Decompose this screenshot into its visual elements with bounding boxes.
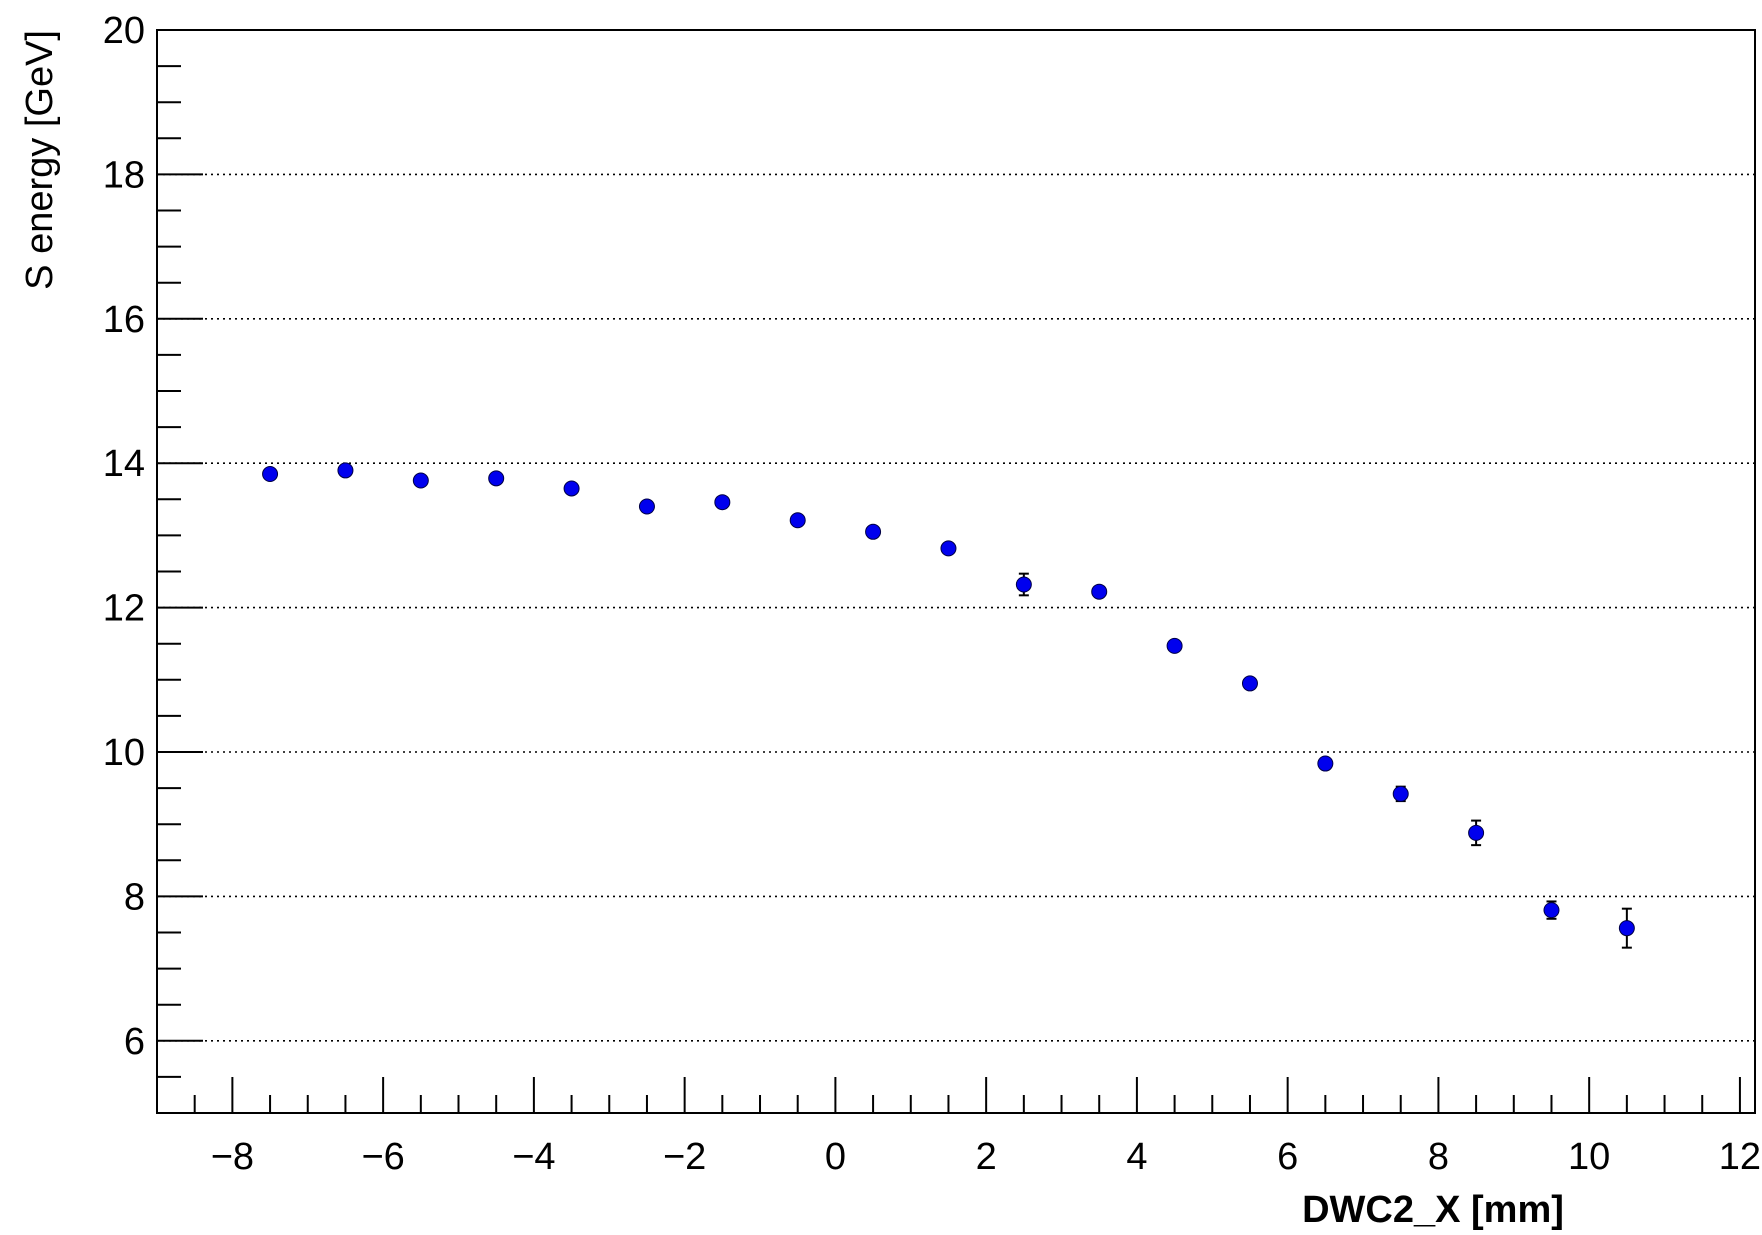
data-point: [940, 540, 957, 557]
y-tick-label: 14: [103, 443, 145, 485]
data-marker: [1543, 902, 1560, 919]
data-marker: [337, 462, 354, 479]
data-point: [865, 523, 882, 540]
data-point: [1317, 755, 1334, 772]
data-marker: [1166, 637, 1183, 654]
data-marker: [714, 494, 731, 511]
x-tick-label: 0: [825, 1136, 846, 1178]
y-axis-ticks: 6 8 10 12 14 16 18 20: [103, 10, 203, 1114]
data-point: [488, 470, 505, 487]
data-marker: [1392, 785, 1409, 802]
data-point: [262, 466, 279, 483]
y-tick-label: 8: [124, 876, 145, 918]
grid-lines: [157, 29, 1755, 1042]
data-marker: [865, 523, 882, 540]
y-tick-label: 6: [124, 1021, 145, 1063]
data-point: [1468, 819, 1485, 847]
data-marker: [1618, 920, 1635, 937]
data-point: [1091, 583, 1108, 600]
data-marker: [1091, 583, 1108, 600]
data-marker: [1015, 576, 1032, 593]
data-point: [1543, 900, 1560, 920]
data-point: [337, 462, 354, 479]
x-tick-label: 12: [1719, 1136, 1761, 1178]
data-marker: [789, 512, 806, 529]
y-tick-label: 10: [103, 732, 145, 774]
data-point: [1618, 907, 1635, 949]
data-marker: [488, 470, 505, 487]
x-tick-label: 8: [1428, 1136, 1449, 1178]
data-marker: [1317, 755, 1334, 772]
x-tick-label: 10: [1568, 1136, 1610, 1178]
x-tick-label: 2: [976, 1136, 997, 1178]
data-point: [412, 472, 429, 489]
data-point: [1241, 675, 1258, 692]
data-point: [638, 498, 655, 515]
x-tick-label: −2: [663, 1136, 706, 1178]
data-marker: [638, 498, 655, 515]
x-axis-label: DWC2_X [mm]: [1302, 1189, 1564, 1231]
data-marker: [563, 480, 580, 497]
x-tick-label: −6: [361, 1136, 404, 1178]
data-point: [563, 480, 580, 497]
data-marker: [1468, 824, 1485, 841]
data-points: [262, 462, 1635, 949]
y-tick-label: 18: [103, 154, 145, 196]
data-marker: [412, 472, 429, 489]
data-marker: [940, 540, 957, 557]
y-tick-label: 16: [103, 299, 145, 341]
x-tick-label: −4: [512, 1136, 555, 1178]
x-tick-label: 6: [1277, 1136, 1298, 1178]
data-point: [789, 512, 806, 529]
x-tick-label: −8: [211, 1136, 254, 1178]
data-point: [1166, 637, 1183, 654]
y-tick-label: 20: [103, 10, 145, 52]
data-point: [1392, 785, 1409, 803]
plot-frame: [156, 29, 1756, 1114]
x-axis-ticks: −8 −6 −4 −2 0 2 4 6 8 10 12: [156, 1077, 1761, 1178]
data-point: [1015, 572, 1032, 597]
data-marker: [262, 466, 279, 483]
y-axis-label: S energy [GeV]: [19, 30, 61, 290]
y-tick-label: 12: [103, 588, 145, 630]
data-marker: [1241, 675, 1258, 692]
data-point: [714, 494, 731, 511]
x-tick-label: 4: [1126, 1136, 1147, 1178]
